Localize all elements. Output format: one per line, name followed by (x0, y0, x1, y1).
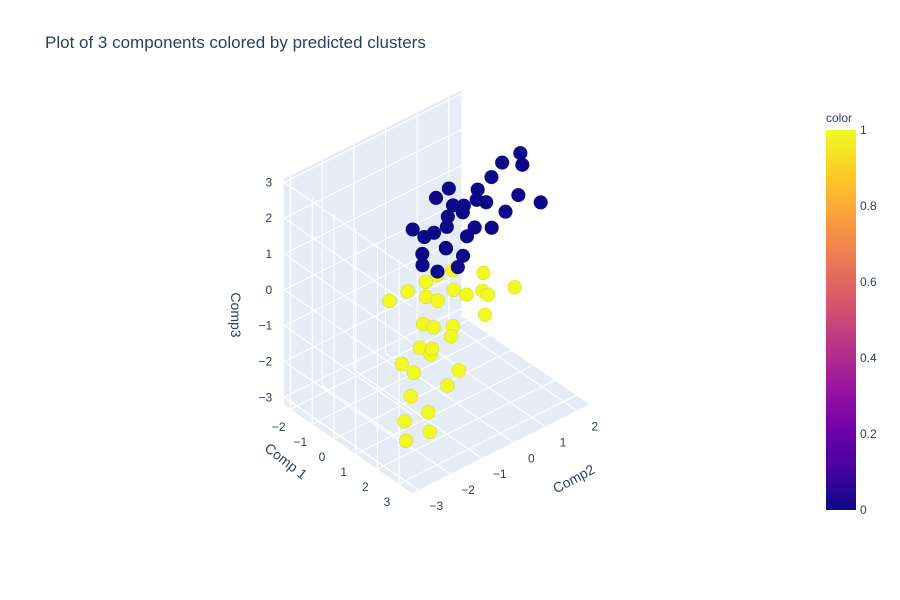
grid-line-y (353, 369, 483, 459)
colorbar-tick-label: 1 (860, 123, 867, 137)
colorbar-tick-label: 0.6 (860, 275, 877, 289)
grid-line-z (283, 217, 413, 308)
point-cluster-1[interactable] (382, 293, 397, 309)
point-cluster-1[interactable] (394, 357, 410, 372)
point-cluster-0[interactable] (428, 190, 444, 206)
grid-line-x (312, 334, 490, 425)
point-cluster-1[interactable] (459, 287, 474, 302)
grid-line-z (283, 325, 413, 415)
point-cluster-0[interactable] (439, 219, 455, 235)
x-tick-label: 1 (340, 465, 347, 479)
grid-line-x (355, 364, 534, 455)
colorbar-title: color (826, 111, 853, 125)
z-tick-label: −3 (258, 390, 272, 404)
point-cluster-1[interactable] (430, 293, 445, 308)
point-cluster-0[interactable] (426, 225, 442, 240)
point-cluster-0[interactable] (405, 222, 420, 237)
y-tick-label: 1 (560, 436, 567, 450)
point-cluster-1[interactable] (424, 341, 440, 357)
scatter-points (382, 145, 548, 449)
point-cluster-0[interactable] (498, 204, 513, 219)
y-axis-label: Comp2 (550, 461, 598, 496)
point-cluster-1[interactable] (476, 265, 491, 281)
grid-line-x (398, 394, 577, 485)
colorbar-tick-label: 0.8 (860, 199, 877, 213)
point-cluster-0[interactable] (513, 145, 528, 161)
point-cluster-1[interactable] (422, 424, 437, 440)
point-cluster-0[interactable] (438, 241, 454, 256)
y-tick-label: −2 (461, 483, 475, 497)
colorbar-tick-label: 0.4 (860, 351, 877, 365)
point-cluster-0[interactable] (494, 155, 510, 170)
grid-line-y (416, 337, 546, 427)
y-tick-label: 2 (591, 420, 598, 434)
colorbar (826, 130, 856, 510)
z-tick-label: −2 (258, 355, 272, 369)
point-cluster-1[interactable] (400, 284, 415, 299)
point-cluster-1[interactable] (480, 287, 496, 303)
grid-line-y (321, 385, 451, 475)
grid-line-x (290, 319, 469, 410)
point-cluster-0[interactable] (441, 181, 457, 196)
point-cluster-1[interactable] (418, 274, 434, 290)
colorbar-tick-label: 0.2 (860, 427, 877, 441)
point-cluster-0[interactable] (484, 220, 499, 235)
chart-title: Plot of 3 components colored by predicte… (45, 33, 426, 52)
z-tick-label: 2 (265, 211, 272, 225)
x-tick-label: 0 (319, 450, 326, 464)
point-cluster-1[interactable] (451, 363, 467, 378)
x-tick-label: 2 (362, 480, 369, 494)
colorbar-tick-label: 0 (860, 503, 867, 517)
point-cluster-1[interactable] (406, 365, 422, 380)
point-cluster-1[interactable] (421, 405, 436, 420)
point-cluster-1[interactable] (440, 378, 455, 393)
y-tick-label: −3 (429, 499, 443, 513)
point-cluster-0[interactable] (430, 264, 445, 279)
x-tick-label: −1 (293, 435, 307, 449)
z-tick-label: 3 (265, 175, 272, 189)
z-axis-label: Comp3 (228, 292, 244, 337)
z-tick-label: 1 (265, 247, 272, 261)
grid-line-x (377, 379, 555, 470)
point-cluster-1[interactable] (507, 280, 522, 295)
point-cluster-0[interactable] (469, 192, 484, 208)
point-cluster-1[interactable] (477, 307, 493, 323)
point-cluster-0[interactable] (467, 220, 482, 235)
point-cluster-1[interactable] (398, 433, 414, 449)
point-cluster-1[interactable] (397, 414, 412, 429)
grid-line-x (333, 349, 512, 440)
z-tick-label: −1 (258, 319, 272, 333)
point-cluster-0[interactable] (450, 259, 466, 275)
grid-lines (283, 93, 578, 491)
grid-line-z (283, 289, 413, 379)
x-tick-label: −2 (272, 420, 286, 434)
point-cluster-0[interactable] (415, 257, 430, 273)
point-cluster-0[interactable] (455, 205, 471, 220)
grid-line-z (283, 396, 413, 487)
point-cluster-0[interactable] (511, 187, 526, 203)
point-cluster-0[interactable] (533, 195, 548, 210)
point-cluster-1[interactable] (443, 329, 459, 344)
x-tick-label: 3 (384, 495, 391, 509)
z-tick-label: 0 (265, 283, 272, 297)
point-cluster-1[interactable] (403, 389, 419, 404)
point-cluster-1[interactable] (446, 282, 461, 297)
point-cluster-1[interactable] (426, 320, 441, 335)
grid-line-z (283, 181, 413, 272)
grid-line-z (283, 93, 462, 183)
grid-line-y (448, 321, 578, 412)
grid-line-z (283, 361, 413, 451)
grid-line-z (283, 253, 413, 343)
point-cluster-0[interactable] (484, 169, 499, 185)
y-tick-label: −1 (493, 467, 507, 481)
y-tick-label: 0 (528, 451, 535, 465)
